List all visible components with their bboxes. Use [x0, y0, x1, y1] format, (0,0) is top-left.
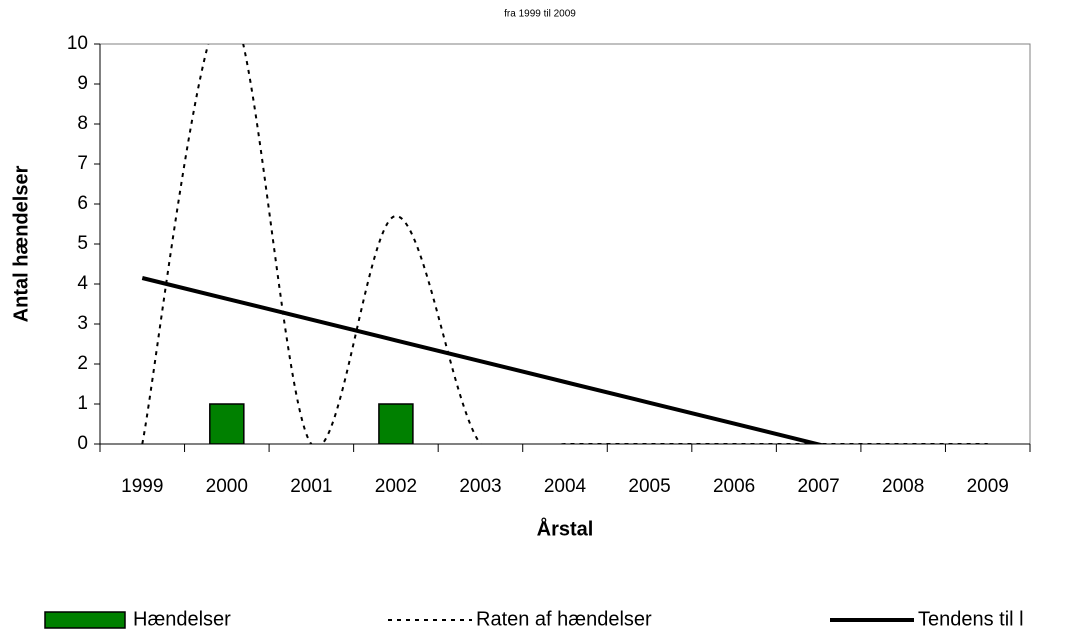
bar — [209, 403, 245, 444]
y-tick-label: 9 — [77, 73, 88, 94]
y-tick-label: 4 — [77, 273, 88, 294]
x-tick-label: 2000 — [206, 476, 248, 497]
y-tick-label: 2 — [77, 353, 88, 374]
bar — [378, 403, 414, 444]
y-tick-label: 6 — [77, 193, 88, 214]
y-axis-label: Antal hændelser — [10, 165, 32, 322]
x-tick-label: 2007 — [797, 476, 839, 497]
x-tick-label: 1999 — [121, 476, 163, 497]
x-tick-label: 2004 — [544, 476, 587, 497]
legend-swatch — [44, 611, 126, 629]
y-tick-label: 10 — [67, 33, 88, 54]
x-tick-label: 2009 — [967, 476, 1009, 497]
y-tick-label: 3 — [77, 313, 88, 334]
x-tick-label: 2003 — [459, 476, 501, 497]
x-tick-label: 2005 — [628, 476, 670, 497]
legend-label: Raten af hændelser — [476, 608, 652, 630]
y-tick-label: 0 — [77, 433, 88, 454]
y-tick-label: 7 — [77, 153, 88, 174]
trend-line — [141, 276, 826, 444]
chart-title: fra 1999 til 2009 — [504, 9, 576, 20]
legend-label: Tendens til l — [918, 608, 1024, 630]
x-tick-label: 2008 — [882, 476, 924, 497]
y-tick-label: 8 — [77, 113, 88, 134]
legend-label: Hændelser — [133, 608, 231, 630]
x-tick-label: 2001 — [290, 476, 332, 497]
y-tick-label: 1 — [77, 393, 88, 414]
rate-line — [141, 44, 988, 444]
x-tick-label: 2002 — [375, 476, 417, 497]
x-axis-label: Årstal — [537, 516, 594, 540]
x-tick-label: 2006 — [713, 476, 755, 497]
y-tick-label: 5 — [77, 233, 88, 254]
plot-layer — [141, 44, 988, 444]
